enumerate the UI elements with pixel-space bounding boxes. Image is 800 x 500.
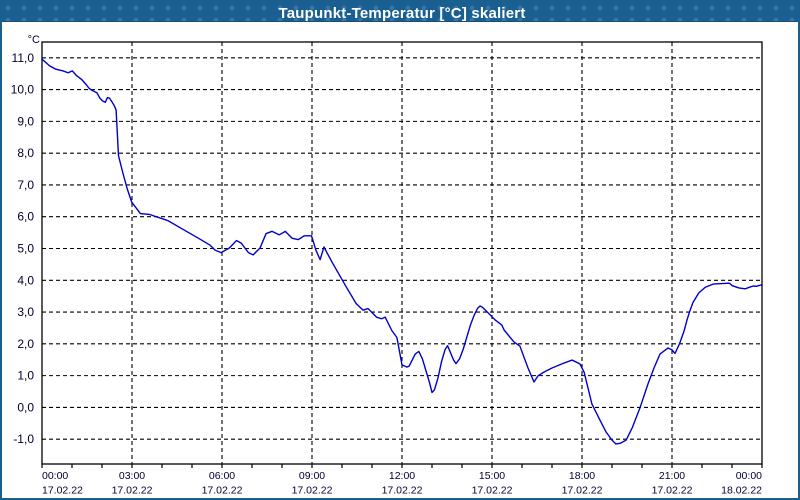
svg-text:4,0: 4,0	[17, 273, 34, 287]
svg-text:09:00: 09:00	[299, 470, 325, 482]
svg-text:17.02.22: 17.02.22	[202, 485, 243, 497]
svg-text:-1,0: -1,0	[13, 432, 34, 446]
svg-text:18:00: 18:00	[569, 470, 595, 482]
svg-text:7,0: 7,0	[17, 178, 34, 192]
svg-text:21:00: 21:00	[659, 470, 685, 482]
svg-text:17.02.22: 17.02.22	[562, 485, 603, 497]
svg-text:17.02.22: 17.02.22	[42, 485, 83, 497]
svg-text:17.02.22: 17.02.22	[112, 485, 153, 497]
svg-text:00:00: 00:00	[736, 470, 762, 482]
svg-text:2,0: 2,0	[17, 337, 34, 351]
svg-text:8,0: 8,0	[17, 146, 34, 160]
svg-text:12:00: 12:00	[389, 470, 415, 482]
svg-text:03:00: 03:00	[119, 470, 145, 482]
svg-text:°C: °C	[28, 34, 40, 46]
svg-text:17.02.22: 17.02.22	[652, 485, 693, 497]
svg-text:0,0: 0,0	[17, 400, 34, 414]
svg-text:5,0: 5,0	[17, 242, 34, 256]
svg-text:9,0: 9,0	[17, 114, 34, 128]
svg-text:10,0: 10,0	[11, 83, 35, 97]
svg-text:17.02.22: 17.02.22	[382, 485, 423, 497]
svg-text:11,0: 11,0	[12, 51, 35, 65]
svg-text:3,0: 3,0	[17, 305, 34, 319]
svg-text:00:00: 00:00	[42, 470, 68, 482]
svg-text:06:00: 06:00	[209, 470, 235, 482]
svg-text:15:00: 15:00	[479, 470, 505, 482]
svg-text:17.02.22: 17.02.22	[292, 485, 333, 497]
svg-text:18.02.22: 18.02.22	[721, 485, 762, 497]
svg-text:1,0: 1,0	[17, 369, 34, 383]
svg-text:6,0: 6,0	[17, 210, 34, 224]
svg-text:17.02.22: 17.02.22	[472, 485, 513, 497]
